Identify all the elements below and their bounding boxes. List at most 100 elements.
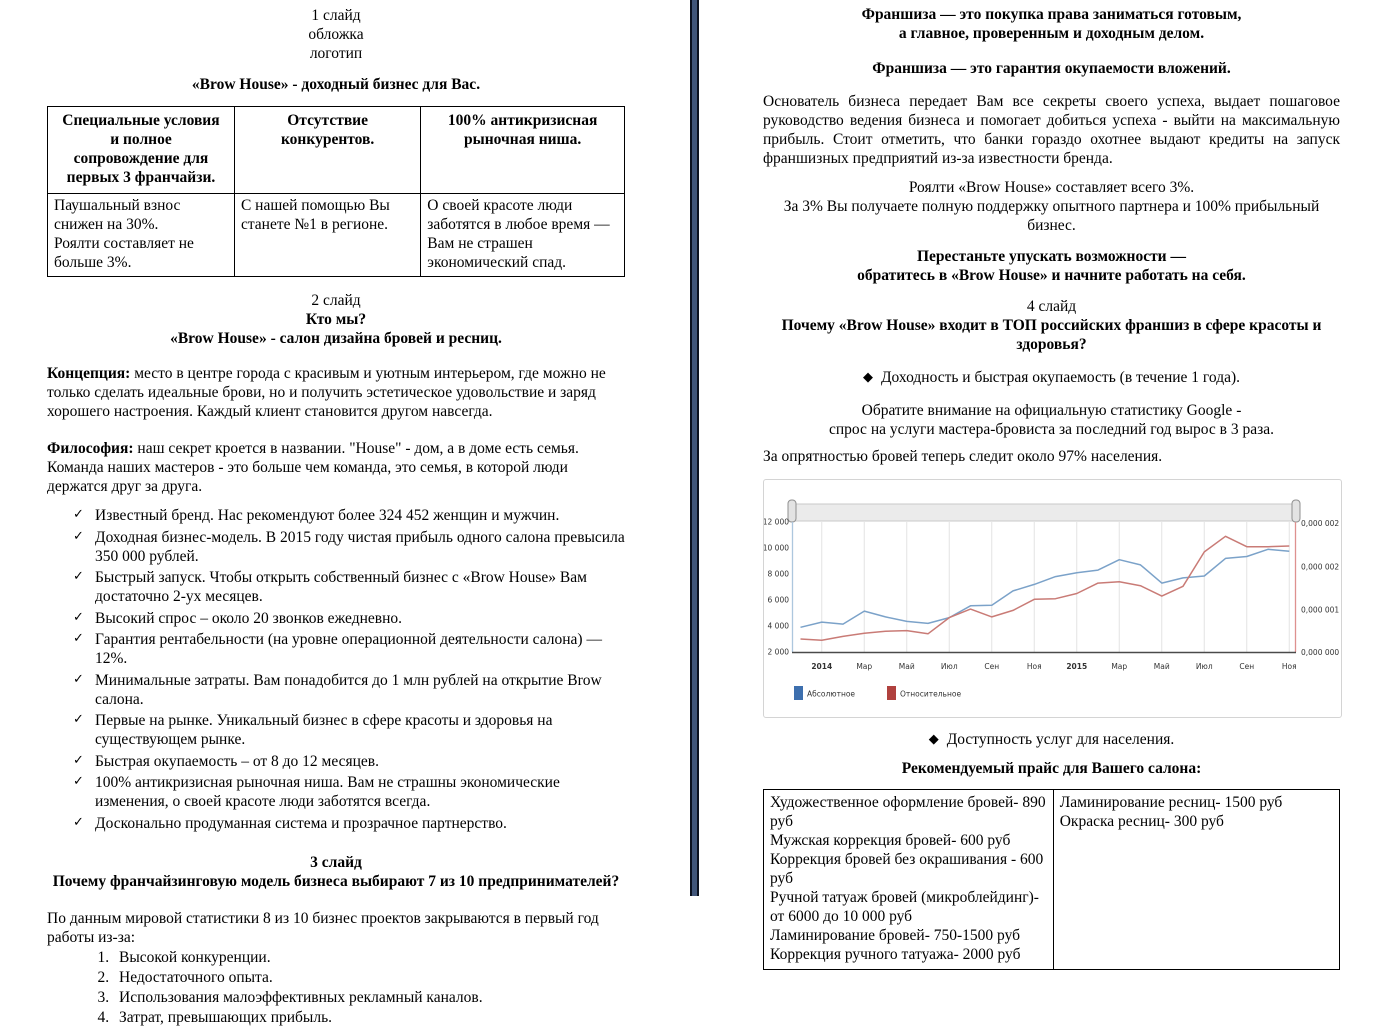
list-item: ✓ Досконально продуманная система и прозр… [73,814,507,832]
price-table: Художественное оформление бровей- 890 ру… [763,789,1341,970]
price-title: Рекомендуемый прайс для Вашего салона: [901,760,1202,777]
svg-text:Май: Май [899,662,915,671]
list-item: ✓ Минимальные затраты. Вам понадобится до… [73,671,602,708]
franchise-guarantee-heading: Франшиза — это гарантия окупаемости влож… [872,60,1231,77]
svg-text:6 000: 6 000 [768,596,790,605]
failure-reasons-list: Высокой конкуренции. Недостаточного опыт… [113,948,625,1027]
legend-swatch [887,686,896,700]
google-trends-chart: 12 000 10 000 8 000 6 000 4 000 2 000 0,000 00… [763,479,1347,718]
svg-text:2 000: 2 000 [768,648,790,657]
list-item: Высокой конкуренции. [113,948,625,967]
svg-text:Ноя: Ноя [1027,662,1042,671]
svg-text:Ноя: Ноя [1282,662,1297,671]
slide1-line: логотип [309,45,363,62]
slide1-line: обложка [308,26,364,43]
svg-text:4 000: 4 000 [768,622,790,631]
list-item: ✓ 100% антикризисная рыночная ниша. Вам н… [73,774,560,810]
profit-bullet: ◆ Доходность и быстрая окупаемость (в теч… [862,369,1240,386]
founder-paragraph: Основатель бизнеса передает Вам все секр… [763,93,1340,167]
benefits-header-cell: Специальные условия и полное сопровожден… [47,106,235,194]
svg-text:12 000: 12 000 [764,518,789,527]
slide2-title: Кто мы? [305,311,367,328]
page-divider [690,0,699,896]
list-item: ✓ Высокий спрос – около 20 звонков ежедне… [73,609,403,627]
trends-line-chart: 12 000 10 000 8 000 6 000 4 000 2 000 0,000 00… [763,499,1347,700]
document-page-2: Франшиза — это покупка права заниматься … [698,0,1387,970]
svg-text:Мар: Мар [856,662,872,671]
benefits-header-cell: 100% антикризисная рыночная ниша. [420,106,625,194]
svg-text:Июл: Июл [1196,662,1213,671]
check-icon: ✓ [73,631,84,646]
svg-text:0,000 002: 0,000 002 [1301,563,1339,572]
list-item: ✓ Доходная бизнес-модель. В 2015 году чис… [73,528,625,565]
franchise-heading-line: а главное, проверенным и доходным делом. [898,25,1205,42]
cta-line: обратитесь в «Brow House» и начните рабо… [857,267,1246,284]
svg-text:Абсолютное: Абсолютное [807,690,855,699]
concept-label: Концепция: [47,365,131,382]
slide3-title: Почему франчайзинговую модель бизнеса вы… [52,872,620,890]
page1-title: «Brow House» - доходный бизнес для Вас. [191,76,481,93]
svg-text:8 000: 8 000 [768,570,790,579]
philosophy-label: Философия: [47,440,134,457]
slide1-line: 1 слайд [311,7,361,24]
cta-line: Перестаньте упускать возможности — [917,248,1186,265]
series-Абсолютное [800,548,1290,629]
benefits-cell: Паушальный взнос снижен на 30%. Роялти с… [47,193,235,277]
check-icon: ✓ [73,507,84,522]
list-item: Недостаточного опыта. [113,968,625,987]
concept-paragraph: Концепция: место в центре города с краси… [47,365,606,420]
slide1-caption: 1 слайд обложка логотип [47,6,625,63]
royalty-line: За 3% Вы получаете полную поддержку опыт… [783,198,1320,234]
slide2-subtitle: «Brow House» - салон дизайна бровей и ре… [170,330,502,347]
svg-text:0,000 000 5: 0,000 000 5 [1301,648,1339,657]
google-stat-line: спрос на услуги мастера-бровиста за посл… [829,421,1274,438]
population-stat-line: За опрятностью бровей теперь следит окол… [763,448,1163,465]
stats-intro: По данным мировой статистики 8 из 10 биз… [47,909,599,946]
check-icon: ✓ [73,609,84,625]
svg-text:Мар: Мар [1111,662,1127,671]
benefits-header-cell: Отсутствие конкурентов. [233,106,422,194]
philosophy-paragraph: Философия: наш секрет кроется в названии… [47,440,579,495]
benefits-table: Специальные условия и полное сопровожден… [47,106,625,277]
check-icon: ✓ [73,528,84,544]
list-item: ✓ Первые на рынке. Уникальный бизнес в сф… [73,712,553,748]
svg-text:Сен: Сен [984,662,999,671]
benefits-cell: О своей красоте люди заботятся в любое в… [420,193,625,277]
list-item: ✓ Быстрая окупаемость – от 8 до 12 месяце… [73,752,379,770]
svg-text:2014: 2014 [811,662,832,671]
check-icon: ✓ [73,671,84,687]
list-item: Использования малоэффективных рекламный … [113,988,625,1007]
google-stat-line: Обратите внимание на официальную статист… [861,402,1242,419]
check-icon: ✓ [73,712,84,727]
svg-text:Сен: Сен [1239,662,1254,671]
svg-text:Июл: Июл [941,662,958,671]
list-item: Затрат, превышающих прибыль. [113,1008,625,1027]
range-handle-right[interactable] [1291,499,1301,523]
list-item: ✓ Известный бренд. Нас рекомендуют более … [73,507,560,524]
check-icon: ✓ [73,752,84,768]
check-icon: ✓ [73,569,84,584]
svg-text:0,000 002: 0,000 002 [1301,519,1339,528]
range-handle-left[interactable] [787,499,797,523]
slide2-label: 2 слайд [311,292,361,309]
svg-text:Относительное: Относительное [900,690,961,699]
document-page-1: 1 слайд обложка логотип «Brow House» - д… [0,0,691,1026]
svg-text:10 000: 10 000 [764,544,789,553]
svg-text:0,000 001: 0,000 001 [1301,606,1339,615]
diamond-icon: ◆ [928,731,939,746]
advantages-list: ✓ Известный бренд. Нас рекомендуют более … [47,506,625,833]
slide4-label: 4 слайд [1026,298,1077,315]
svg-text:2015: 2015 [1066,662,1087,671]
price-cell-brows: Художественное оформление бровей- 890 ру… [763,789,1054,970]
list-item: ✓ Быстрый запуск. Чтобы открыть собственн… [73,569,587,605]
benefits-cell: С нашей помощью Вы станете №1 в регионе. [233,193,422,277]
slide3-label: 3 слайд [310,853,362,871]
slide4-title: Почему «Brow House» входит в ТОП российс… [781,317,1322,353]
range-strip[interactable] [791,503,1297,522]
diamond-icon: ◆ [862,369,873,384]
access-bullet: ◆ Доступность услуг для населения. [928,731,1175,748]
svg-text:Май: Май [1154,662,1170,671]
legend-swatch [794,686,803,700]
check-icon: ✓ [73,814,84,830]
franchise-heading-line: Франшиза — это покупка права заниматься … [861,6,1242,23]
